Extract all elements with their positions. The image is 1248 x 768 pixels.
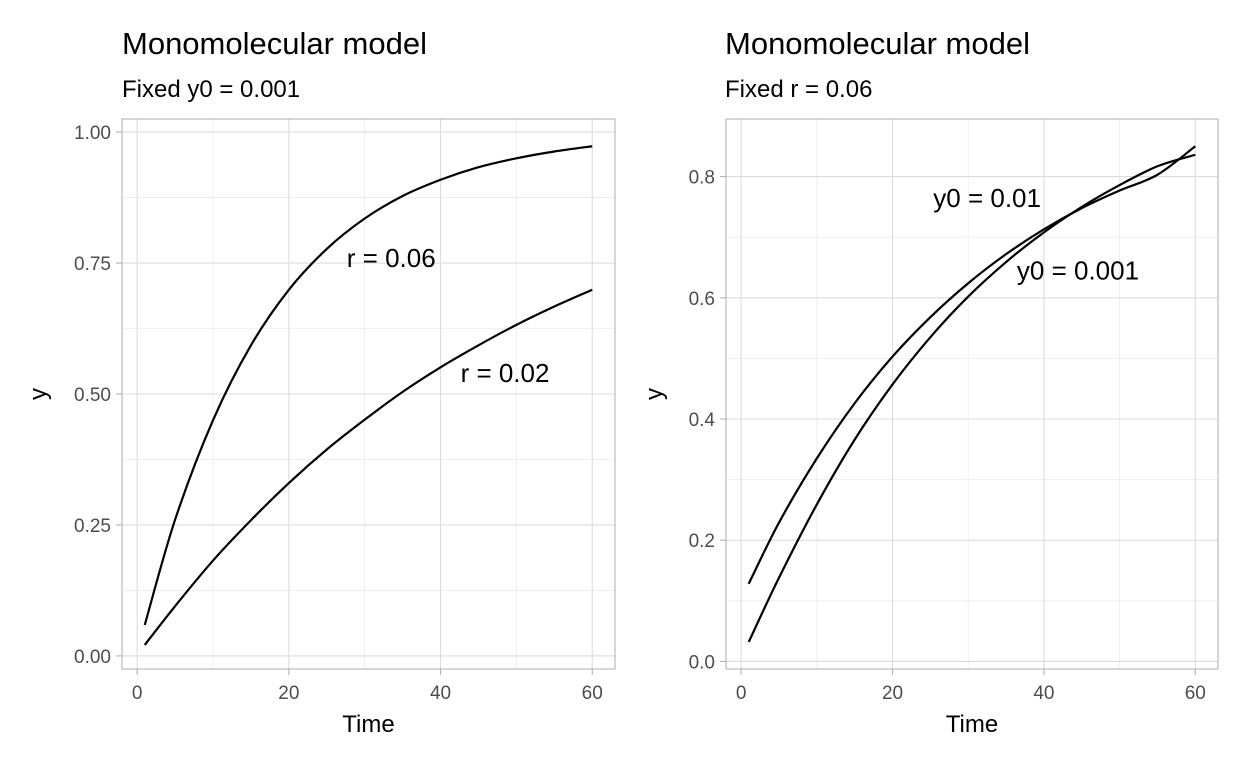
x-tick-label: 0 (132, 683, 143, 704)
x-axis-title: Time (342, 711, 394, 738)
panel-border (121, 118, 616, 670)
series-line-1 (143, 145, 593, 626)
y-tick-label: 0.0 (689, 652, 715, 673)
curve-annotation: y0 = 0.01 (933, 183, 1041, 213)
x-tick-label: 40 (1033, 683, 1054, 704)
y-tick-label: 0.6 (689, 289, 715, 310)
series-line-2 (747, 153, 1196, 643)
y-tick-label: 0.50 (74, 385, 111, 406)
x-tick-label: 40 (430, 683, 451, 704)
y-tick-label: 0.00 (74, 647, 111, 668)
y-tick-label: 0.25 (74, 516, 111, 537)
panel-border (725, 118, 1219, 670)
panel-2: 0 20 40 60 0.0 0.2 0.4 0.6 0.8 y0 = 0.01 y0 = 0.00… (641, 26, 1219, 738)
series-line-2 (143, 288, 593, 646)
chart-subtitle: Fixed y0 = 0.001 (122, 76, 300, 103)
curve-annotation: r = 0.06 (347, 243, 436, 273)
x-tick-label: 20 (278, 683, 299, 704)
y-axis-title: y (641, 388, 668, 400)
chart-subtitle: Fixed r = 0.06 (725, 76, 872, 103)
x-axis-title: Time (946, 711, 998, 738)
curve-annotation: y0 = 0.001 (1017, 256, 1139, 286)
chart-title: Monomolecular model (725, 26, 1030, 61)
y-tick-label: 0.2 (689, 531, 715, 552)
y-tick-label: 0.8 (689, 168, 715, 189)
y-axis-title: y (25, 388, 52, 400)
panel-1: 0 20 40 60 0.00 0.25 0.50 0.75 1.00 r = 0.06 r = 0… (25, 26, 616, 738)
y-tick-label: 0.4 (689, 410, 716, 431)
x-tick-label: 0 (736, 683, 747, 704)
y-tick-label: 0.75 (74, 254, 111, 275)
y-tick-label: 1.00 (74, 123, 111, 144)
x-tick-label: 20 (882, 683, 903, 704)
x-tick-label: 60 (1185, 683, 1206, 704)
curve-annotation: r = 0.02 (461, 358, 550, 388)
x-tick-label: 60 (582, 683, 603, 704)
chart-title: Monomolecular model (122, 26, 427, 61)
series-line-1 (747, 145, 1196, 585)
